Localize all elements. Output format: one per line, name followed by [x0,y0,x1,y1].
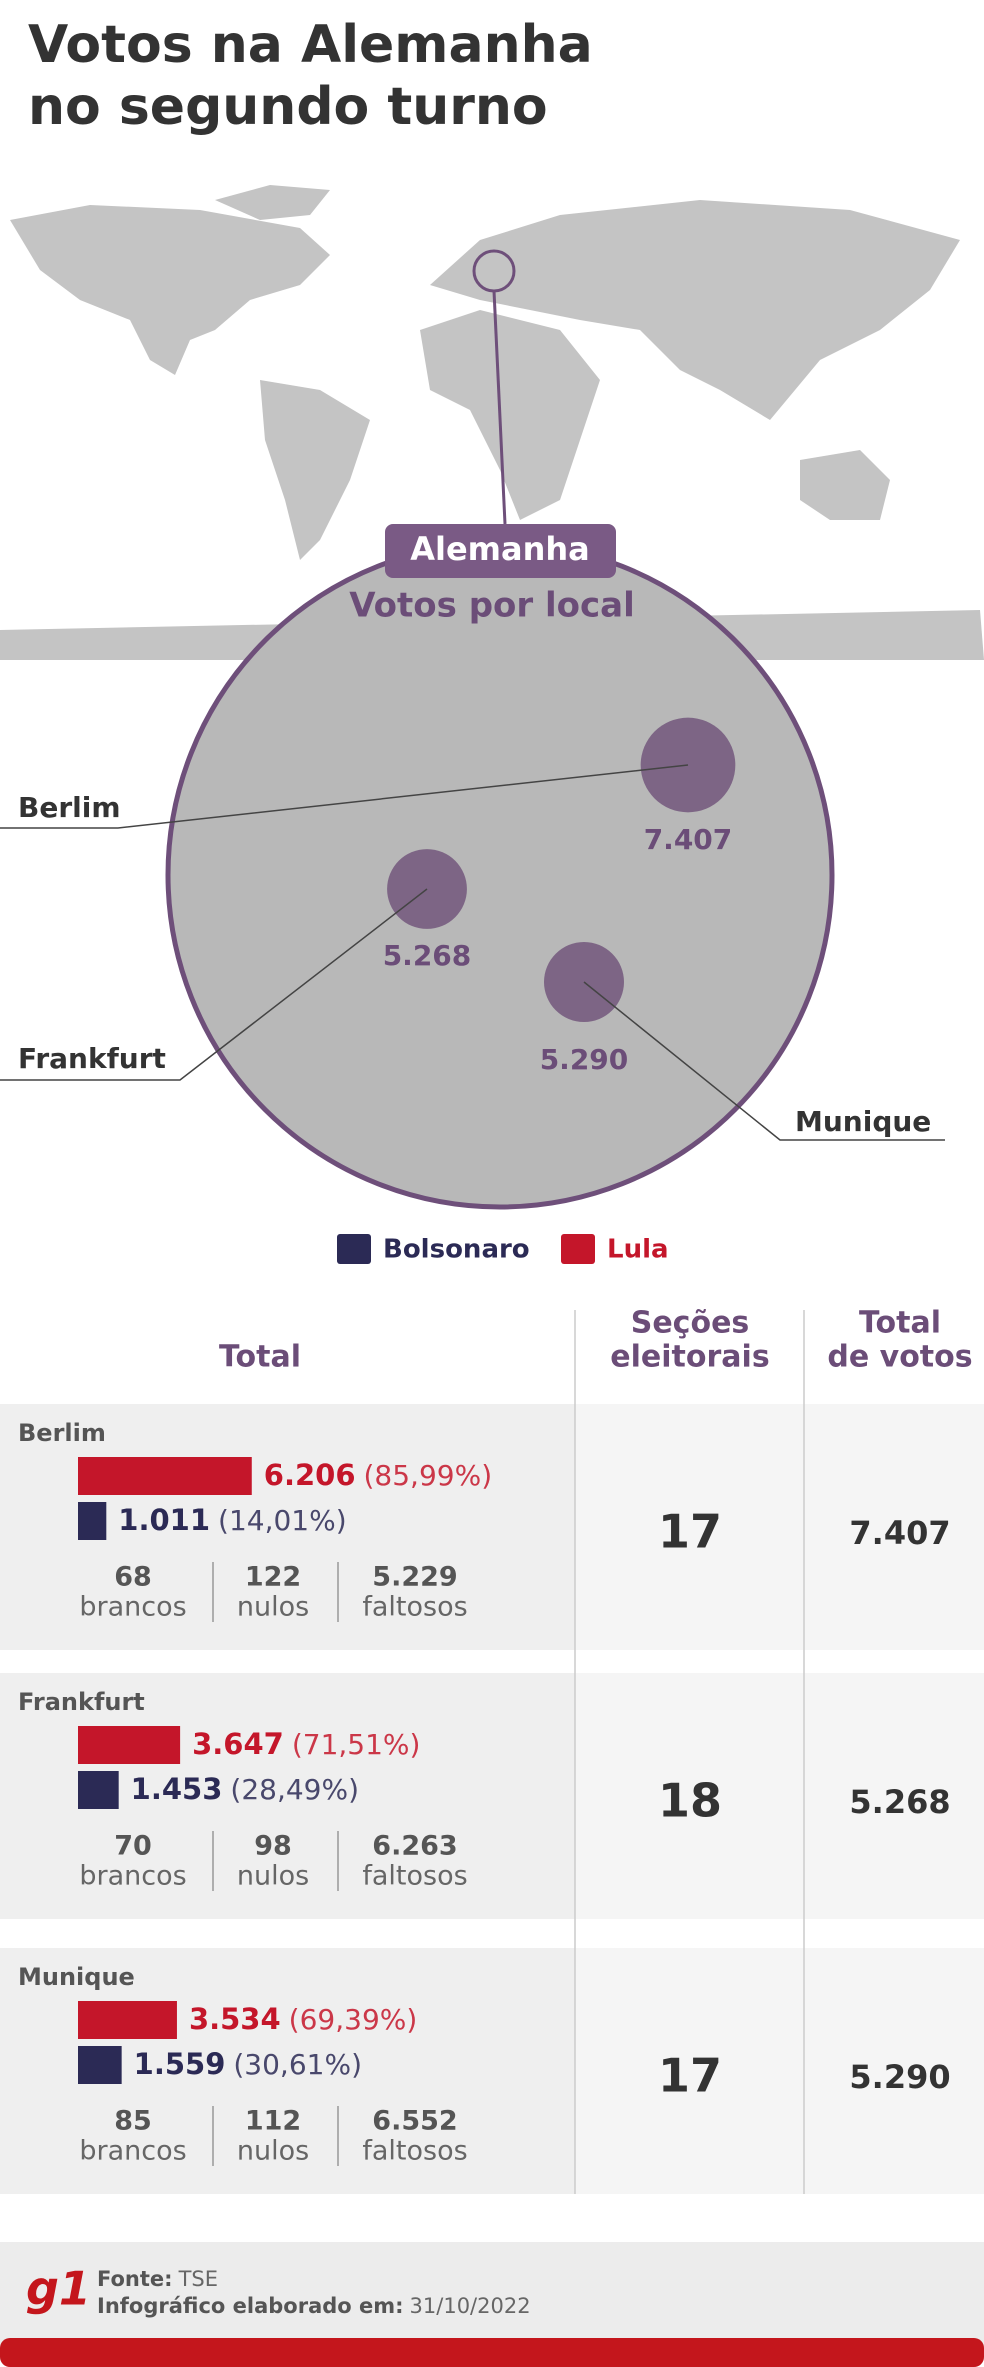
row-city: Frankfurt [18,1688,145,1716]
legend-swatch [561,1234,595,1264]
header: eleitorais [610,1340,769,1375]
footer-label: Fonte: [97,2267,173,2291]
city-label: Munique [795,1105,931,1138]
footer-label: Infográfico elaborado em: [97,2294,404,2318]
city-label: Frankfurt [18,1042,166,1075]
footer-value: TSE [178,2267,218,2291]
legend-swatch [337,1234,371,1264]
bubble-label: 5.268 [383,939,472,972]
zoom-circle [165,540,835,1210]
logo: g1 [26,2262,91,2316]
legend-label: Bolsonaro [383,1235,530,1265]
stat-value: 6.552 [372,2106,457,2137]
bar-share: (30,61%) [233,2048,362,2081]
bar-share: (28,49%) [230,1773,359,1806]
bar-bolsonaro [78,1502,107,1540]
bar-value: 1.011 [118,1503,210,1537]
header: Total [219,1340,301,1375]
country-box [385,524,616,578]
bar-share: (71,51%) [292,1728,421,1761]
connector [492,290,507,525]
footer-bar [0,2338,984,2367]
row-bg [575,1404,984,1650]
legend-label: Lula [607,1235,669,1265]
bubble-label: 7.407 [644,823,733,856]
stat-label: nulos [237,1861,309,1892]
bar-value: 1.453 [131,1772,223,1806]
bar-value: 6.206 [264,1458,356,1492]
bar-lula [78,1726,181,1764]
header: Seções [631,1306,750,1341]
stat-label: brancos [79,1592,186,1623]
country-name: Alemanha [410,530,590,568]
secoes: 17 [658,1505,722,1559]
bubble-label: 5.290 [540,1043,629,1076]
row-city: Munique [18,1963,135,1991]
bar-share: (85,99%) [364,1459,493,1492]
total-votos: 7.407 [849,1514,950,1552]
map-subtitle: Votos por local [349,586,635,626]
bar-value: 1.559 [134,2047,226,2081]
stat-value: 122 [245,1562,301,1593]
stat-value: 5.229 [372,1562,457,1593]
title: no segundo turno [28,77,548,137]
stat-label: faltosos [362,1861,467,1892]
bar-share: (69,39%) [289,2003,418,2036]
title: Votos na Alemanha [28,15,593,75]
stat-label: nulos [237,2136,309,2167]
stat-value: 112 [245,2106,301,2137]
total-votos: 5.290 [849,2058,950,2096]
bar-lula [78,2001,177,2039]
stat-label: brancos [79,1861,186,1892]
stat-label: nulos [237,1592,309,1623]
footer-bg [0,2242,984,2352]
stat-value: 6.263 [372,1831,457,1862]
total-votos: 5.268 [849,1783,950,1821]
bar-bolsonaro [78,1771,119,1809]
leader-line [0,764,689,829]
row-bg [575,1673,984,1919]
row-city: Berlim [18,1419,106,1447]
bar-bolsonaro [78,2046,122,2084]
stat-value: 98 [254,1831,292,1862]
bar-value: 3.647 [192,1727,284,1761]
secoes: 18 [658,1774,722,1828]
bar-lula [78,1457,252,1495]
header: Total [859,1306,941,1341]
bar-value: 3.534 [189,2002,281,2036]
footer-value: 31/10/2022 [410,2294,531,2318]
row-bg [575,1948,984,2194]
leader-line [583,981,945,1141]
header: de votos [827,1340,972,1375]
stat-label: brancos [79,2136,186,2167]
leader-line [0,888,428,1081]
stat-value: 68 [114,1562,152,1593]
stat-label: faltosos [362,2136,467,2167]
bar-share: (14,01%) [218,1504,347,1537]
city-label: Berlim [18,791,121,824]
stat-value: 70 [114,1831,152,1862]
stat-label: faltosos [362,1592,467,1623]
stat-value: 85 [114,2106,152,2137]
secoes: 17 [658,2049,722,2103]
